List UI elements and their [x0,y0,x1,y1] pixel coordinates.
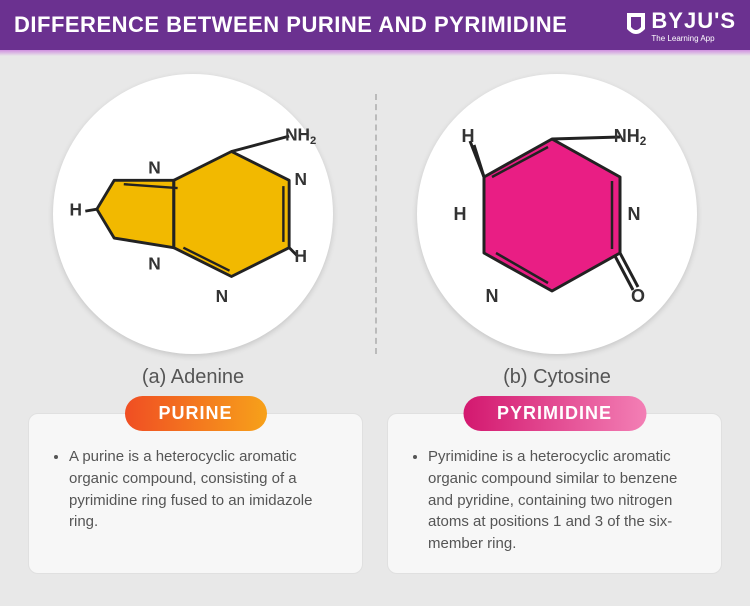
svg-text:N: N [148,157,161,177]
svg-text:N: N [148,254,161,274]
svg-text:N: N [216,286,229,306]
description-row: PURINE A purine is a heterocyclic aromat… [28,413,722,574]
svg-text:NH2: NH2 [285,125,316,147]
brand-logo: BYJU'S The Learning App [625,8,736,43]
diagram-row: NH2 N H N N N H (a) Adenine NH2 N O N H H (b) Cytos… [28,74,722,389]
right-diagram-wrap: NH2 N O N H H (b) Cytosine [392,74,722,389]
logo-text: BYJU'S [651,8,736,34]
left-circle: NH2 N H N N N H [53,74,333,354]
page-title: DIFFERENCE BETWEEN PURINE AND PYRIMIDINE [14,12,567,38]
svg-text:H: H [69,200,82,220]
adenine-structure: NH2 N H N N N H [68,109,318,319]
purine-card: PURINE A purine is a heterocyclic aromat… [28,413,363,574]
logo-tagline: The Learning App [651,34,736,43]
right-caption: (b) Cytosine [503,366,611,389]
svg-text:H: H [294,246,307,266]
svg-text:N: N [628,204,641,224]
left-diagram-wrap: NH2 N H N N N H (a) Adenine [28,74,358,389]
svg-text:NH2: NH2 [614,126,647,148]
right-circle: NH2 N O N H H [417,74,697,354]
purine-pill: PURINE [124,396,266,431]
cytosine-structure: NH2 N O N H H [442,109,672,319]
svg-text:H: H [462,126,475,146]
pyrimidine-description: Pyrimidine is a heterocyclic aromatic or… [428,446,699,555]
left-caption: (a) Adenine [142,366,244,389]
logo-shield-icon [625,11,647,39]
svg-text:O: O [631,286,645,306]
vertical-divider [375,94,377,354]
pyrimidine-pill: PYRIMIDINE [463,396,646,431]
purine-description: A purine is a heterocyclic aromatic orga… [69,446,340,533]
svg-text:N: N [486,286,499,306]
main-content: NH2 N H N N N H (a) Adenine NH2 N O N H H (b) Cytos… [0,56,750,592]
header-bar: DIFFERENCE BETWEEN PURINE AND PYRIMIDINE… [0,0,750,50]
pyrimidine-card: PYRIMIDINE Pyrimidine is a heterocyclic … [387,413,722,574]
svg-text:N: N [294,169,307,189]
svg-text:H: H [454,204,467,224]
